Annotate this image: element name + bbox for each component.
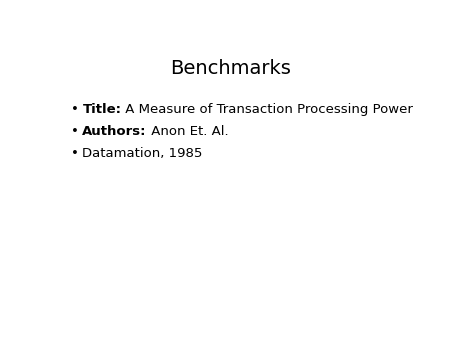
Text: •: • [72,147,79,160]
Text: Title:: Title: [82,103,122,116]
Text: Anon Et. Al.: Anon Et. Al. [147,125,229,138]
Text: A Measure of Transaction Processing Power: A Measure of Transaction Processing Powe… [122,103,413,116]
Text: Datamation, 1985: Datamation, 1985 [82,147,203,160]
Text: Benchmarks: Benchmarks [170,59,291,78]
Text: •: • [72,103,79,116]
Text: Authors:: Authors: [82,125,147,138]
Text: •: • [72,125,79,138]
